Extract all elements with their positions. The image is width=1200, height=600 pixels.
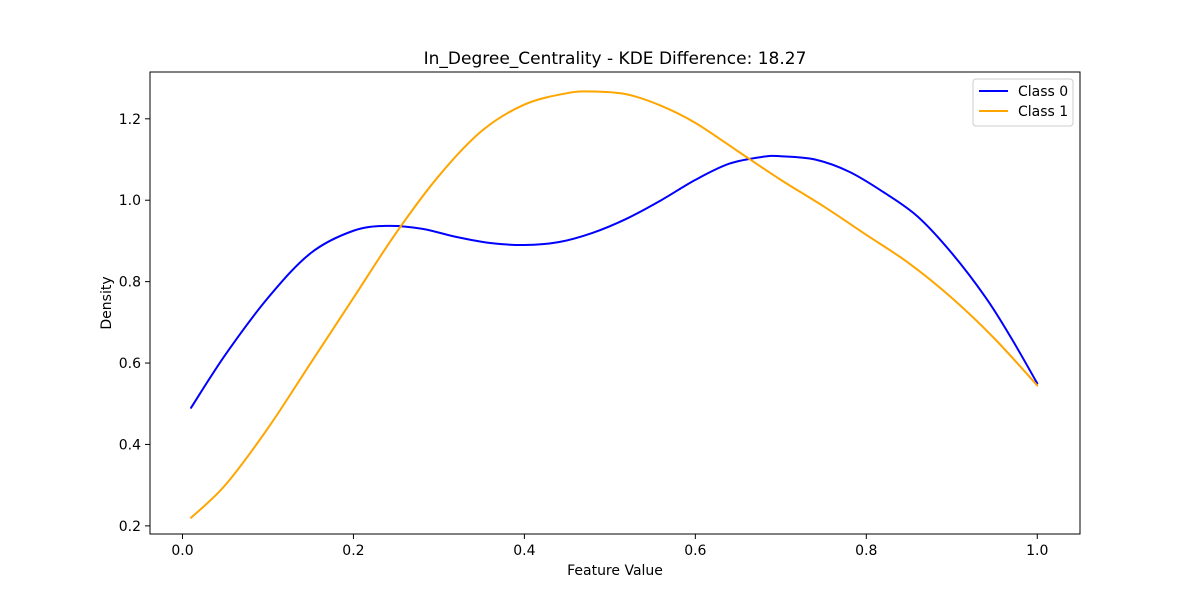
plot-frame xyxy=(149,71,1081,535)
legend: Class 0 Class 1 xyxy=(972,78,1074,127)
x-tick-label: 0.2 xyxy=(342,543,364,559)
series-line-class-1 xyxy=(190,90,1039,519)
y-tick-label: 0.4 xyxy=(119,437,141,453)
legend-items: Class 0 Class 1 xyxy=(979,84,1068,120)
y-tick-label: 1.0 xyxy=(119,193,141,209)
y-tick-label: 0.6 xyxy=(119,356,141,372)
plot-area xyxy=(149,71,1081,535)
series-line-class-0 xyxy=(190,154,1039,409)
y-axis-label: Density xyxy=(99,276,115,329)
y-tick-label: 0.2 xyxy=(119,519,141,535)
x-tick-label: 0.6 xyxy=(684,543,706,559)
legend-label-class-0: Class 0 xyxy=(1018,84,1068,100)
chart-title: In_Degree_Centrality - KDE Difference: 1… xyxy=(424,49,807,69)
x-axis-ticks: 0.0 0.2 0.4 0.6 0.8 1.0 xyxy=(171,534,1048,559)
y-tick-label: 0.8 xyxy=(119,275,141,291)
x-axis-label: Feature Value xyxy=(567,563,663,579)
legend-label-class-1: Class 1 xyxy=(1018,104,1068,120)
y-tick-label: 1.2 xyxy=(119,112,141,128)
x-tick-label: 0.8 xyxy=(855,543,877,559)
x-tick-label: 1.0 xyxy=(1026,543,1048,559)
x-tick-label: 0.0 xyxy=(171,543,193,559)
series-layer xyxy=(190,90,1039,519)
y-axis-ticks: 0.2 0.4 0.6 0.8 1.0 1.2 xyxy=(119,112,150,535)
x-tick-label: 0.4 xyxy=(513,543,535,559)
